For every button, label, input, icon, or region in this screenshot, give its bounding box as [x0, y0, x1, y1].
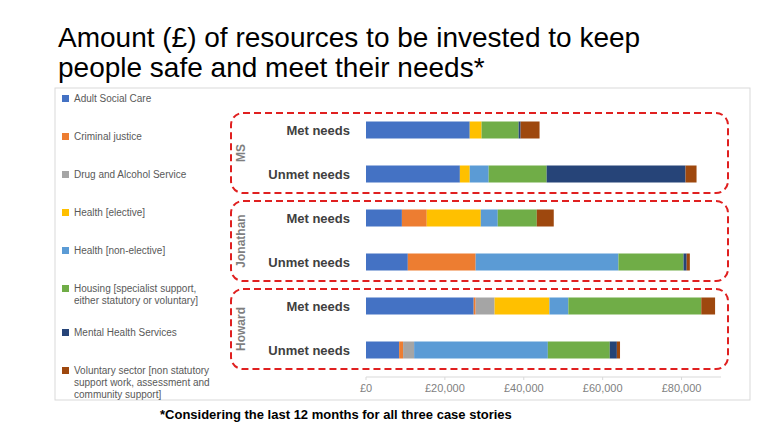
- bar-segment: [495, 298, 550, 315]
- x-tick: [602, 377, 603, 380]
- text-line: community support]: [74, 389, 161, 400]
- text-line: Mental Health Services: [74, 327, 177, 338]
- text-line: Amount (£) of resources to be invested t…: [58, 22, 640, 53]
- category-label: Unmet needs: [268, 167, 350, 182]
- legend-label: Mental Health Services: [74, 327, 177, 338]
- legend-swatch: [62, 329, 69, 336]
- bar-segment: [366, 122, 470, 139]
- bar-segment: [470, 166, 489, 183]
- bar-segment: [366, 342, 399, 359]
- text-line: support work, assessment and: [74, 377, 210, 388]
- text-line: Health [non-elective]: [74, 245, 165, 256]
- text-line: Drug and Alcohol Service: [74, 169, 187, 180]
- legend-swatch: [62, 171, 69, 178]
- legend-swatch: [62, 247, 69, 254]
- x-axis-line: [366, 377, 721, 378]
- x-tick-label: £20,000: [425, 382, 465, 394]
- bar-segment: [610, 342, 617, 359]
- bar-segment: [537, 210, 554, 227]
- legend-label: Health [elective]: [74, 207, 145, 218]
- bar-segment: [366, 254, 408, 271]
- x-tick-label: £0: [360, 382, 372, 394]
- category-label: Unmet needs: [268, 343, 350, 358]
- bar-segment: [618, 254, 683, 271]
- text-line: Adult Social Care: [74, 93, 152, 104]
- text-line: people safe and meet their needs*: [58, 52, 485, 83]
- footnote: *Considering the last 12 months for all …: [160, 407, 512, 422]
- bar-segment: [482, 122, 519, 139]
- legend-label: Drug and Alcohol Service: [74, 169, 187, 180]
- bar-segment: [476, 254, 619, 271]
- category-label: Met needs: [286, 299, 350, 314]
- legend-label: Adult Social Care: [74, 93, 152, 104]
- group-box: [231, 201, 728, 281]
- bar-segment: [399, 342, 403, 359]
- legend-label: Voluntary sector [non statutorysupport w…: [74, 365, 210, 400]
- bar-segment: [521, 122, 540, 139]
- group-label: MS: [234, 144, 248, 162]
- bar-segment: [366, 210, 402, 227]
- x-tick-label: £80,000: [662, 382, 702, 394]
- x-tick-label: £40,000: [504, 382, 544, 394]
- chart-frame: [55, 88, 750, 400]
- bar-segment: [474, 298, 476, 315]
- group-label: Jonathan: [234, 214, 248, 267]
- bar-segment: [519, 122, 521, 139]
- bar-segment: [686, 166, 697, 183]
- bar-segment: [427, 210, 481, 227]
- bar-segment: [366, 166, 460, 183]
- text-line: Criminal justice: [74, 131, 142, 142]
- group-box: [231, 289, 728, 369]
- bar-segment: [476, 298, 495, 315]
- legend-label: Criminal justice: [74, 131, 142, 142]
- x-tick: [523, 377, 524, 380]
- bar-segment: [498, 210, 537, 227]
- bar-segment: [481, 210, 498, 227]
- bar-segment: [687, 254, 690, 271]
- bar-segment: [414, 342, 548, 359]
- bar-segment: [548, 342, 610, 359]
- title: Amount (£) of resources to be invested t…: [58, 22, 640, 83]
- bar-segment: [617, 342, 620, 359]
- x-tick: [366, 377, 367, 380]
- legend-swatch: [62, 285, 69, 292]
- category-label: Unmet needs: [268, 255, 350, 270]
- legend-label: Housing [specialist support,either statu…: [74, 283, 198, 306]
- bar-segment: [408, 254, 476, 271]
- bar-segment: [684, 254, 687, 271]
- x-tick: [681, 377, 682, 380]
- group-box: [231, 113, 728, 193]
- bar-segment: [366, 298, 474, 315]
- bar-segment: [403, 342, 414, 359]
- bar-segment: [402, 210, 427, 227]
- category-label: Met needs: [286, 123, 350, 138]
- legend-swatch: [62, 95, 69, 102]
- text-line: Voluntary sector [non statutory: [74, 365, 209, 376]
- legend-swatch: [62, 209, 69, 216]
- bar-segment: [470, 122, 482, 139]
- legend-swatch: [62, 133, 69, 140]
- bar-segment: [568, 298, 701, 315]
- bar-segment: [489, 166, 547, 183]
- bars: [366, 122, 715, 359]
- x-tick-label: £60,000: [583, 382, 623, 394]
- text-line: Housing [specialist support,: [74, 283, 196, 294]
- legend-swatch: [62, 367, 69, 374]
- bar-segment: [701, 298, 715, 315]
- group-label: Howard: [234, 307, 248, 351]
- text-line: Health [elective]: [74, 207, 145, 218]
- legend-label: Health [non-elective]: [74, 245, 165, 256]
- category-label: Met needs: [286, 211, 350, 226]
- bar-segment: [547, 166, 686, 183]
- bar-segment: [549, 298, 568, 315]
- bar-segment: [460, 166, 470, 183]
- x-tick: [444, 377, 445, 380]
- text-line: either statutory or voluntary]: [74, 295, 198, 306]
- chart: Amount (£) of resources to be invested t…: [0, 0, 780, 440]
